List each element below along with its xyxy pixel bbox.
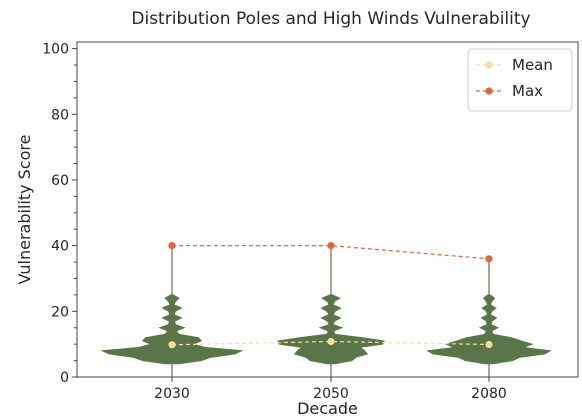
y-axis-label: Vulnerability Score bbox=[15, 135, 34, 285]
violins-layer bbox=[100, 245, 552, 377]
plot-frame bbox=[76, 41, 579, 378]
series-point bbox=[327, 337, 335, 346]
series-layer bbox=[168, 242, 493, 349]
legend-marker bbox=[485, 87, 493, 95]
y-tick-label: 40 bbox=[51, 239, 69, 255]
series-point bbox=[168, 242, 176, 250]
legend-marker bbox=[485, 61, 493, 69]
x-tick-label: 2050 bbox=[313, 386, 349, 402]
y-axis: 0 20 40 60 80 100 bbox=[42, 42, 77, 386]
legend-label: Mean bbox=[512, 56, 553, 74]
x-tick-label: 2080 bbox=[471, 386, 507, 402]
legend-label: Max bbox=[512, 82, 543, 100]
y-tick-label: 80 bbox=[51, 107, 69, 123]
x-axis-label: Decade bbox=[297, 399, 358, 418]
series-point bbox=[485, 255, 493, 263]
y-tick-label: 20 bbox=[51, 304, 69, 320]
x-tick-label: 2030 bbox=[154, 386, 190, 402]
x-axis: 2030 2050 2080 bbox=[154, 377, 507, 402]
y-tick-label: 0 bbox=[60, 370, 69, 386]
chart-title: Distribution Poles and High Winds Vulner… bbox=[131, 9, 530, 29]
legend: Mean Max bbox=[467, 48, 573, 112]
series-line bbox=[172, 245, 490, 260]
series-point bbox=[485, 340, 493, 349]
y-tick-label: 100 bbox=[42, 42, 69, 58]
series-point bbox=[168, 341, 176, 349]
y-tick-label: 60 bbox=[51, 173, 69, 189]
series-point bbox=[327, 242, 335, 250]
